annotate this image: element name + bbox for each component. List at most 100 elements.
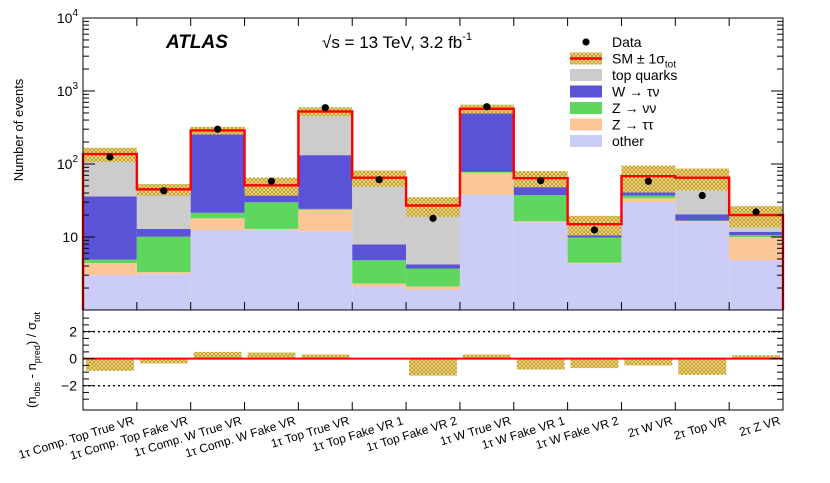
pull-bar-11 <box>624 359 672 366</box>
pull-bar-10 <box>571 359 619 368</box>
bar-w-12 <box>675 214 729 220</box>
category-label-12: 2τ Top VR <box>672 413 728 442</box>
ratio-y-tick-label-1: 0 <box>69 351 77 367</box>
data-point-1 <box>106 153 113 160</box>
legend-w-swatch <box>570 86 602 98</box>
data-point-12 <box>699 192 706 199</box>
legend-topquarks-label: top quarks <box>612 67 677 83</box>
bar-topquarks-5 <box>298 111 352 155</box>
bar-z-3 <box>191 218 245 230</box>
legend-data-label: Data <box>612 34 642 50</box>
legend-z-label: Z → νν <box>612 100 656 116</box>
bar-z-2 <box>137 237 191 272</box>
legend-w-label: W → τν <box>612 84 660 100</box>
bar-z-6 <box>352 284 406 287</box>
ratio-ylabel: (nobs - npred) / σtot <box>24 311 42 408</box>
ratio-y-tick-label-0: −2 <box>61 378 77 394</box>
bar-topquarks-6 <box>352 178 406 245</box>
category-label-13: 2τ Z VR <box>738 413 783 439</box>
bar-w-6 <box>352 244 406 260</box>
energy-label: √s = 13 TeV, 3.2 fb-1 <box>322 31 472 52</box>
data-point-4 <box>268 178 275 185</box>
data-point-6 <box>376 176 383 183</box>
bar-z-13 <box>729 237 783 260</box>
bar-w-13 <box>729 232 783 235</box>
bar-other-7 <box>406 290 460 310</box>
data-point-13 <box>752 208 759 215</box>
sm-uncertainty-band-7 <box>406 197 460 217</box>
data-point-5 <box>322 104 329 111</box>
bar-z-6 <box>352 260 406 283</box>
bar-z-1 <box>83 263 137 275</box>
bar-z-10 <box>568 263 622 264</box>
bar-other-6 <box>352 286 406 310</box>
bar-z-1 <box>83 260 137 263</box>
pull-bar-1 <box>86 359 134 371</box>
bar-w-2 <box>137 229 191 237</box>
legend-z-swatch <box>570 119 602 131</box>
pull-bar-7 <box>409 359 457 376</box>
bar-z-8 <box>460 172 514 173</box>
bar-w-8 <box>460 111 514 172</box>
legend-z-label: Z → ττ <box>612 117 654 133</box>
y-tick-label-100: 102 <box>57 154 79 172</box>
bar-z-5 <box>298 209 352 210</box>
legend-other-label: other <box>612 133 644 149</box>
bar-other-3 <box>191 230 245 310</box>
legend-other-swatch <box>570 135 602 147</box>
bar-other-10 <box>568 264 622 310</box>
bar-z-7 <box>406 269 460 287</box>
data-point-2 <box>160 187 167 194</box>
bar-z-4 <box>245 202 299 229</box>
bar-z-11 <box>621 198 675 202</box>
bar-z-3 <box>191 213 245 219</box>
bar-w-7 <box>406 265 460 269</box>
y-tick-label-1000: 103 <box>57 81 79 99</box>
category-label-11: 2τ W VR <box>626 413 674 440</box>
legend-data-marker <box>582 38 589 45</box>
y-tick-label-10000: 104 <box>57 8 79 26</box>
bar-w-3 <box>191 131 245 213</box>
ratio-y-tick-label-2: 2 <box>69 324 77 340</box>
legend-z-swatch <box>570 102 602 114</box>
legend-topquarks-swatch <box>570 69 602 81</box>
bar-other-13 <box>729 260 783 310</box>
bar-z-8 <box>460 173 514 195</box>
bar-z-9 <box>514 195 568 221</box>
bar-other-1 <box>83 275 137 310</box>
bar-other-9 <box>514 222 568 310</box>
data-point-9 <box>537 177 544 184</box>
bar-w-11 <box>621 192 675 195</box>
data-point-7 <box>429 215 436 222</box>
bar-z-7 <box>406 286 460 289</box>
pull-bar-12 <box>678 359 726 375</box>
data-point-10 <box>591 226 598 233</box>
bar-z-10 <box>568 237 622 262</box>
bar-other-12 <box>675 222 729 310</box>
bar-w-1 <box>83 196 137 259</box>
data-point-11 <box>645 178 652 185</box>
bar-z-11 <box>621 196 675 199</box>
bar-z-12 <box>675 221 729 222</box>
atlas-label: ATLAS <box>165 32 228 53</box>
bar-other-5 <box>298 231 352 310</box>
bar-other-4 <box>245 230 299 310</box>
y-tick-label-10: 10 <box>62 229 78 245</box>
data-point-8 <box>483 103 490 110</box>
bar-other-2 <box>137 274 191 310</box>
bar-other-11 <box>621 202 675 310</box>
bar-z-4 <box>245 229 299 230</box>
bar-z-9 <box>514 221 568 222</box>
sm-uncertainty-band-12 <box>675 169 729 191</box>
pull-bar-9 <box>517 359 565 370</box>
bar-other-8 <box>460 195 514 310</box>
bar-w-5 <box>298 155 352 209</box>
bar-z-5 <box>298 210 352 231</box>
chart-svg: 10 102 103 104 Number of events ATLAS √s = 13 … <box>0 0 830 478</box>
pull-bar-3 <box>194 352 242 359</box>
main-panel <box>83 18 783 310</box>
data-point-3 <box>214 126 221 133</box>
ratio-panel <box>83 310 783 410</box>
main-ylabel: Number of events <box>11 78 26 181</box>
atlas-figure: 10 102 103 104 Number of events ATLAS √s = 13 … <box>0 0 830 478</box>
